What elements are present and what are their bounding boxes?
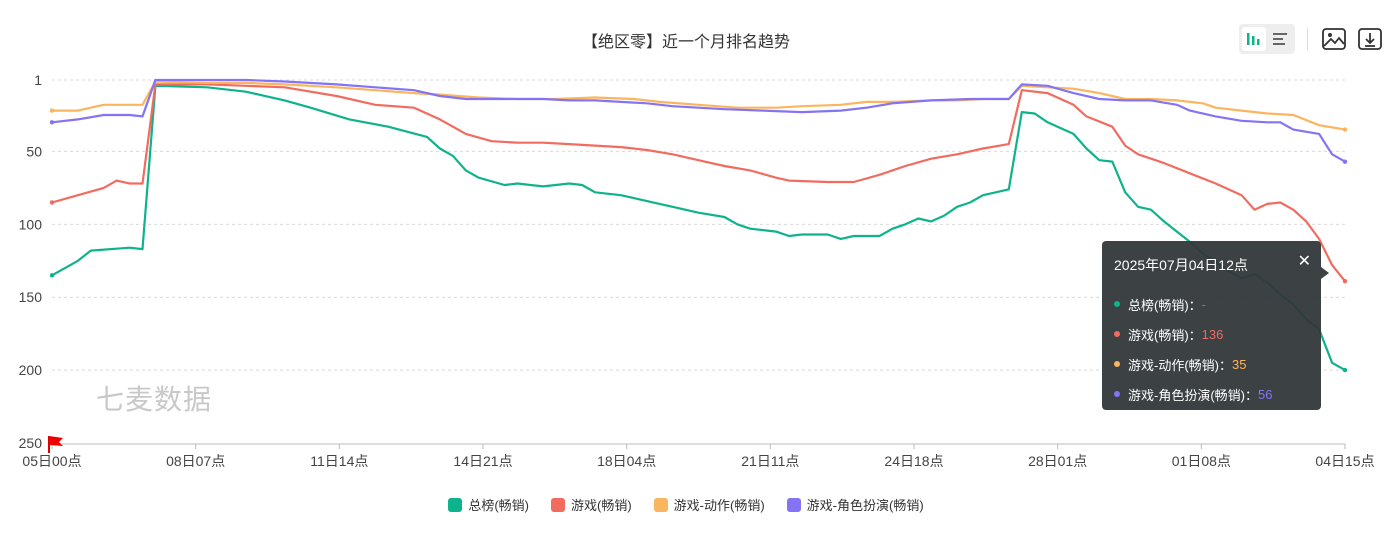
series-action-line <box>52 80 1346 131</box>
legend-label: 总榜(畅销) <box>468 498 529 513</box>
tooltip-value: 56 <box>1258 386 1273 402</box>
data-point <box>49 120 55 125</box>
legend-swatch <box>551 497 565 512</box>
y-tick-label: 100 <box>19 216 43 232</box>
tooltip-label: 游戏-角色扮演(畅销)： <box>1128 387 1258 403</box>
tooltip-value: 35 <box>1232 356 1247 372</box>
legend-item-action[interactable]: 游戏-动作(畅销) <box>653 495 765 514</box>
tooltip-dot <box>1114 331 1120 337</box>
y-tick-label: 150 <box>19 289 43 305</box>
x-tick-label: 08日07点 <box>166 453 225 469</box>
y-tick-label: 250 <box>19 435 43 451</box>
data-point <box>1342 367 1348 373</box>
y-tick-label: 1 <box>34 72 42 88</box>
tooltip-dot <box>1114 361 1120 367</box>
chart-legend: 总榜(畅销) 游戏(畅销) 游戏-动作(畅销) 游戏-角色扮演(畅销) <box>0 495 1372 514</box>
legend-label: 游戏(畅销) <box>571 498 632 513</box>
data-point <box>49 108 55 113</box>
series-overall-line <box>51 84 1346 372</box>
data-point <box>49 200 55 205</box>
tooltip-value: 136 <box>1201 326 1224 342</box>
tooltip-label: 游戏-动作(畅销)： <box>1128 357 1232 373</box>
tooltip-row: 游戏-角色扮演(畅销)： 56 <box>1114 379 1309 409</box>
x-tick-label: 14日21点 <box>453 453 512 469</box>
x-tick-label: 18日04点 <box>597 453 656 469</box>
tooltip-row: 总榜(畅销)： - <box>1114 289 1309 319</box>
x-tick-label: 01日08点 <box>1172 453 1231 469</box>
y-tick-label: 50 <box>26 143 42 159</box>
tooltip-row: 游戏(畅销)： 136 <box>1114 319 1309 349</box>
tooltip-dot <box>1114 391 1120 397</box>
bar-chart-icon[interactable] <box>1242 27 1266 51</box>
close-icon[interactable]: ✕ <box>1297 253 1311 270</box>
chart-toolbar <box>1239 24 1384 54</box>
list-icon[interactable] <box>1268 27 1292 51</box>
chart-view-toggle <box>1239 24 1295 54</box>
chart-title: 【绝区零】近一个月排名趋势 <box>581 34 790 51</box>
toolbar-divider <box>1307 28 1308 50</box>
tooltip-dot <box>1114 301 1120 307</box>
y-tick-label: 200 <box>19 362 43 378</box>
tooltip-row: 游戏-动作(畅销)： 35 <box>1114 349 1309 379</box>
legend-label: 游戏-角色扮演(畅销) <box>806 498 924 513</box>
tooltip-title: 2025年07月04日12点 <box>1114 257 1248 273</box>
tooltip-caret <box>1321 267 1329 279</box>
x-tick-label: 04日15点 <box>1315 453 1374 469</box>
download-icon[interactable] <box>1356 25 1384 53</box>
x-tick-label: 21日11点 <box>741 453 799 469</box>
legend-item-rpg[interactable]: 游戏-角色扮演(畅销) <box>786 495 924 514</box>
x-tick-label: 24日18点 <box>884 453 943 469</box>
tooltip-value: - <box>1201 296 1207 312</box>
series-rpg-line <box>51 78 1346 163</box>
x-tick-label: 05日00点 <box>22 453 81 469</box>
flag-icon[interactable] <box>44 434 66 454</box>
data-point <box>1342 127 1348 132</box>
tooltip-label: 总榜(畅销)： <box>1128 297 1202 313</box>
legend-item-games[interactable]: 游戏(畅销) <box>551 495 632 514</box>
legend-item-overall[interactable]: 总榜(畅销) <box>448 495 529 514</box>
chart-tooltip: ✕ 2025年07月04日12点 总榜(畅销)： - 游戏(畅销)： 136 游… <box>1102 241 1329 410</box>
x-tick-label: 11日14点 <box>310 453 368 469</box>
legend-swatch <box>448 497 463 512</box>
legend-label: 游戏-动作(畅销) <box>673 498 765 513</box>
image-export-icon[interactable] <box>1320 25 1348 53</box>
legend-swatch <box>786 497 801 512</box>
data-point <box>1342 159 1348 164</box>
data-point <box>1342 278 1348 284</box>
watermark: 七麦数据 <box>96 384 213 415</box>
data-point <box>49 273 55 278</box>
tooltip-label: 游戏(畅销)： <box>1128 327 1202 343</box>
series-games-line <box>51 83 1346 282</box>
x-tick-label: 28日01点 <box>1028 453 1087 469</box>
legend-swatch <box>653 497 668 512</box>
